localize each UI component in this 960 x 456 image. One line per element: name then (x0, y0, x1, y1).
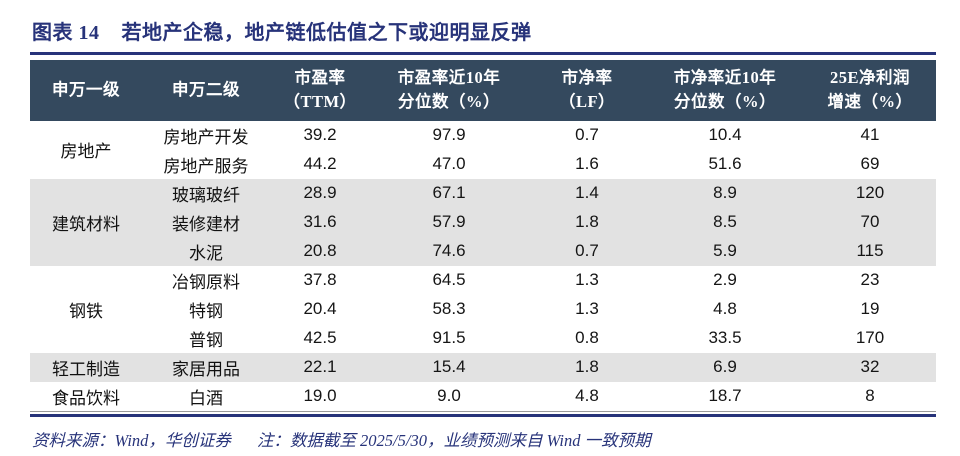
value-cell: 47.0 (432, 154, 466, 173)
table-row: 房地产服务 44.2 47.0 1.6 51.6 69 (30, 150, 936, 179)
subcategory-cell: 装修建材 (142, 207, 270, 237)
group-cell: 房地产 (60, 142, 112, 161)
value-cell: 32 (804, 352, 936, 382)
value-cell: 1.8 (528, 352, 646, 382)
table-row: 特钢 20.4 58.3 1.3 4.8 19 (30, 295, 936, 324)
value-cell: 8 (865, 386, 875, 405)
value-cell: 20.4 (303, 299, 337, 318)
column-header-4: 市盈率近10年 分位数（%） (370, 59, 528, 121)
value-cell: 4.8 (575, 386, 599, 405)
value-cell: 28.9 (270, 178, 370, 208)
value-cell: 23 (860, 270, 880, 289)
table-row: 房地产 房地产开发 39.2 97.9 0.7 10.4 41 (30, 121, 936, 161)
table-body: 房地产 房地产开发 39.2 97.9 0.7 10.4 41 房地产服务 44.2 47.0 1.… (30, 121, 936, 411)
value-cell: 8.9 (646, 178, 804, 208)
value-cell: 39.2 (303, 125, 337, 144)
table-row: 轻工制造 家居用品 22.1 15.4 1.8 6.9 32 (30, 352, 936, 382)
value-cell: 67.1 (370, 178, 528, 208)
value-cell: 19 (860, 299, 880, 318)
value-cell: 57.9 (370, 207, 528, 237)
value-cell: 69 (860, 154, 880, 173)
group-cell: 轻工制造 (30, 352, 142, 382)
value-cell: 42.5 (303, 328, 337, 347)
figure-title: 图表 14 若地产企稳，地产链低估值之下或迎明显反弹 (32, 16, 936, 45)
bottom-rule-thick (30, 413, 936, 417)
value-cell: 97.9 (432, 125, 466, 144)
valuation-table: 申万一级 申万二级 市盈率 （TTM） 市盈率近10年 分位数（%） 市净率 （LF）市… (30, 59, 936, 411)
source-note: 资料来源：Wind，华创证券 注：数据截至 2025/5/30，业绩预测来自 Wi… (32, 427, 936, 451)
table-row: 钢铁 冶钢原料 37.8 64.5 1.3 2.9 23 (30, 266, 936, 321)
value-cell: 10.4 (708, 125, 742, 144)
value-cell: 31.6 (270, 207, 370, 237)
title-divider (30, 52, 936, 55)
value-cell: 0.7 (575, 125, 599, 144)
subcategory-cell: 普钢 (189, 330, 223, 350)
source-text: 资料来源：Wind，华创证券 (32, 430, 231, 450)
subcategory-cell: 家居用品 (142, 352, 270, 382)
group-cell: 钢铁 (69, 301, 103, 321)
value-cell: 51.6 (708, 154, 742, 173)
column-header-1: 申万一级 (30, 59, 142, 121)
table-row: 水泥 20.8 74.6 0.7 5.9 115 (30, 236, 936, 266)
table-row: 食品饮料 白酒 19.0 9.0 4.8 18.7 8 (30, 382, 936, 411)
figure-title-text: 若地产企稳，地产链低估值之下或迎明显反弹 (121, 22, 532, 44)
value-cell: 1.3 (575, 299, 599, 318)
value-cell: 91.5 (432, 328, 466, 347)
figure-label: 图表 14 (32, 22, 100, 44)
group-cell: 食品饮料 (52, 388, 120, 408)
value-cell: 15.4 (370, 352, 528, 382)
subcategory-cell: 房地产服务 (163, 156, 249, 176)
column-header-2: 申万二级 (142, 59, 270, 121)
value-cell: 115 (804, 236, 936, 266)
value-cell: 18.7 (708, 386, 742, 405)
value-cell: 6.9 (646, 352, 804, 382)
value-cell: 58.3 (432, 299, 466, 318)
value-cell: 1.4 (528, 178, 646, 208)
value-cell: 5.9 (646, 236, 804, 266)
table-row: 装修建材 31.6 57.9 1.8 8.5 70 (30, 207, 936, 237)
value-cell: 0.8 (575, 328, 599, 347)
table-row: 普钢 42.5 91.5 0.8 33.5 170 (30, 324, 936, 353)
value-cell: 44.2 (303, 154, 337, 173)
value-cell: 170 (855, 328, 885, 347)
value-cell: 1.3 (575, 270, 599, 289)
table-bottom-divider (30, 410, 936, 417)
subcategory-cell: 房地产开发 (163, 127, 249, 147)
value-cell: 41 (860, 125, 880, 144)
column-header-3: 市盈率 （TTM） (270, 59, 370, 121)
column-header-6: 市净率近10年 分位数（%） (646, 59, 804, 121)
value-cell: 120 (804, 178, 936, 208)
table-header-row: 申万一级 申万二级 市盈率 （TTM） 市盈率近10年 分位数（%） 市净率 （LF）市… (30, 59, 936, 121)
value-cell: 1.8 (528, 207, 646, 237)
value-cell: 19.0 (303, 386, 337, 405)
value-cell: 8.5 (646, 207, 804, 237)
value-cell: 33.5 (708, 328, 742, 347)
subcategory-cell: 特钢 (189, 301, 223, 321)
column-header-7: 25E净利润 增速（%） (804, 59, 936, 121)
group-cell: 建筑材料 (30, 178, 142, 266)
value-cell: 4.8 (713, 299, 737, 318)
note-text: 注：数据截至 2025/5/30，业绩预测来自 Wind 一致预期 (256, 430, 651, 450)
column-header-5: 市净率 （LF） (528, 59, 646, 121)
table-row: 建筑材料 玻璃玻纤 28.9 67.1 1.4 8.9 120 (30, 178, 936, 266)
table-header: 申万一级 申万二级 市盈率 （TTM） 市盈率近10年 分位数（%） 市净率 （LF）市… (30, 59, 936, 121)
value-cell: 74.6 (370, 236, 528, 266)
subcategory-cell: 玻璃玻纤 (142, 178, 270, 208)
value-cell: 37.8 (303, 270, 337, 289)
value-cell: 22.1 (270, 352, 370, 382)
value-cell: 64.5 (432, 270, 466, 289)
value-cell: 20.8 (270, 236, 370, 266)
value-cell: 1.6 (575, 154, 599, 173)
value-cell: 9.0 (437, 386, 461, 405)
value-cell: 0.7 (528, 236, 646, 266)
value-cell: 70 (804, 207, 936, 237)
bottom-rule-thin (30, 410, 936, 412)
subcategory-cell: 冶钢原料 (172, 272, 240, 292)
value-cell: 2.9 (713, 270, 737, 289)
subcategory-cell: 白酒 (189, 388, 223, 408)
subcategory-cell: 水泥 (142, 236, 270, 266)
